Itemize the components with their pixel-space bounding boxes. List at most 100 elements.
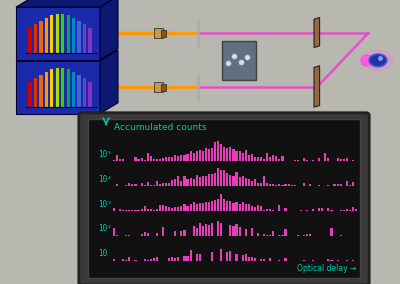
Bar [278,205,280,211]
Bar [165,183,167,186]
Bar [154,82,163,93]
Bar [303,235,305,236]
Bar [165,206,167,211]
Bar [162,183,164,186]
Bar [229,225,232,236]
Bar [300,210,302,211]
Bar [327,158,330,161]
Bar [257,183,259,186]
Bar [192,202,195,211]
Bar [45,18,48,53]
Bar [257,157,259,161]
Bar [217,141,219,161]
Bar [349,260,351,261]
Bar [306,160,308,161]
Bar [278,260,280,261]
Bar [284,258,287,261]
Bar [171,257,173,261]
Bar [208,174,210,186]
Bar [352,207,354,211]
Text: Optical delay →: Optical delay → [297,264,356,273]
Polygon shape [16,50,118,61]
Bar [257,233,259,236]
Text: 10²: 10² [98,224,112,233]
Bar [269,157,271,161]
Bar [245,150,247,161]
Bar [156,233,158,236]
Bar [211,148,213,161]
Bar [232,176,234,186]
Text: 10⁴: 10⁴ [98,175,112,183]
Bar [78,75,81,106]
Bar [303,260,305,261]
Bar [159,159,161,161]
Bar [131,210,134,211]
Bar [242,176,244,186]
Bar [186,256,188,261]
Bar [177,257,179,261]
Bar [190,151,192,161]
Bar [202,203,204,211]
Bar [238,177,241,186]
Bar [309,234,311,236]
Bar [180,206,182,211]
Bar [154,28,163,39]
Bar [223,147,225,161]
Bar [183,204,186,211]
Bar [263,176,265,186]
Bar [306,210,308,211]
Bar [196,151,198,161]
Bar [113,228,115,236]
Bar [352,182,354,186]
Bar [318,158,320,161]
Bar [346,158,348,161]
Bar [138,210,140,211]
Bar [352,160,354,161]
Bar [171,157,173,161]
Bar [211,174,213,186]
Polygon shape [314,66,320,107]
Bar [45,72,48,106]
Bar [128,210,130,211]
Bar [236,254,238,261]
Text: 10³: 10³ [98,200,112,208]
Bar [180,231,182,236]
Bar [226,252,228,261]
Bar [150,209,152,211]
Bar [251,228,253,236]
Bar [217,221,219,236]
Bar [147,260,149,261]
Bar [217,199,219,211]
Bar [177,156,179,161]
Bar [303,158,305,161]
Bar [183,256,186,261]
Bar [122,159,124,161]
Bar [159,205,161,211]
Bar [275,185,278,186]
Bar [294,210,296,211]
Bar [318,185,320,186]
Bar [214,173,216,186]
Bar [34,78,37,106]
Bar [208,225,210,236]
Bar [147,182,149,186]
Bar [128,257,130,261]
Bar [28,28,32,53]
Bar [140,183,143,186]
Bar [251,206,253,211]
Polygon shape [16,0,118,7]
Bar [119,209,121,211]
Bar [153,258,155,261]
Bar [251,257,253,261]
Bar [340,184,342,186]
Bar [349,185,351,186]
Bar [125,185,127,186]
Bar [266,209,268,211]
Bar [199,177,201,186]
Bar [248,204,250,211]
Bar [211,252,213,261]
Bar [156,181,158,186]
Bar [214,142,216,161]
Bar [190,250,192,261]
Bar [232,202,234,211]
